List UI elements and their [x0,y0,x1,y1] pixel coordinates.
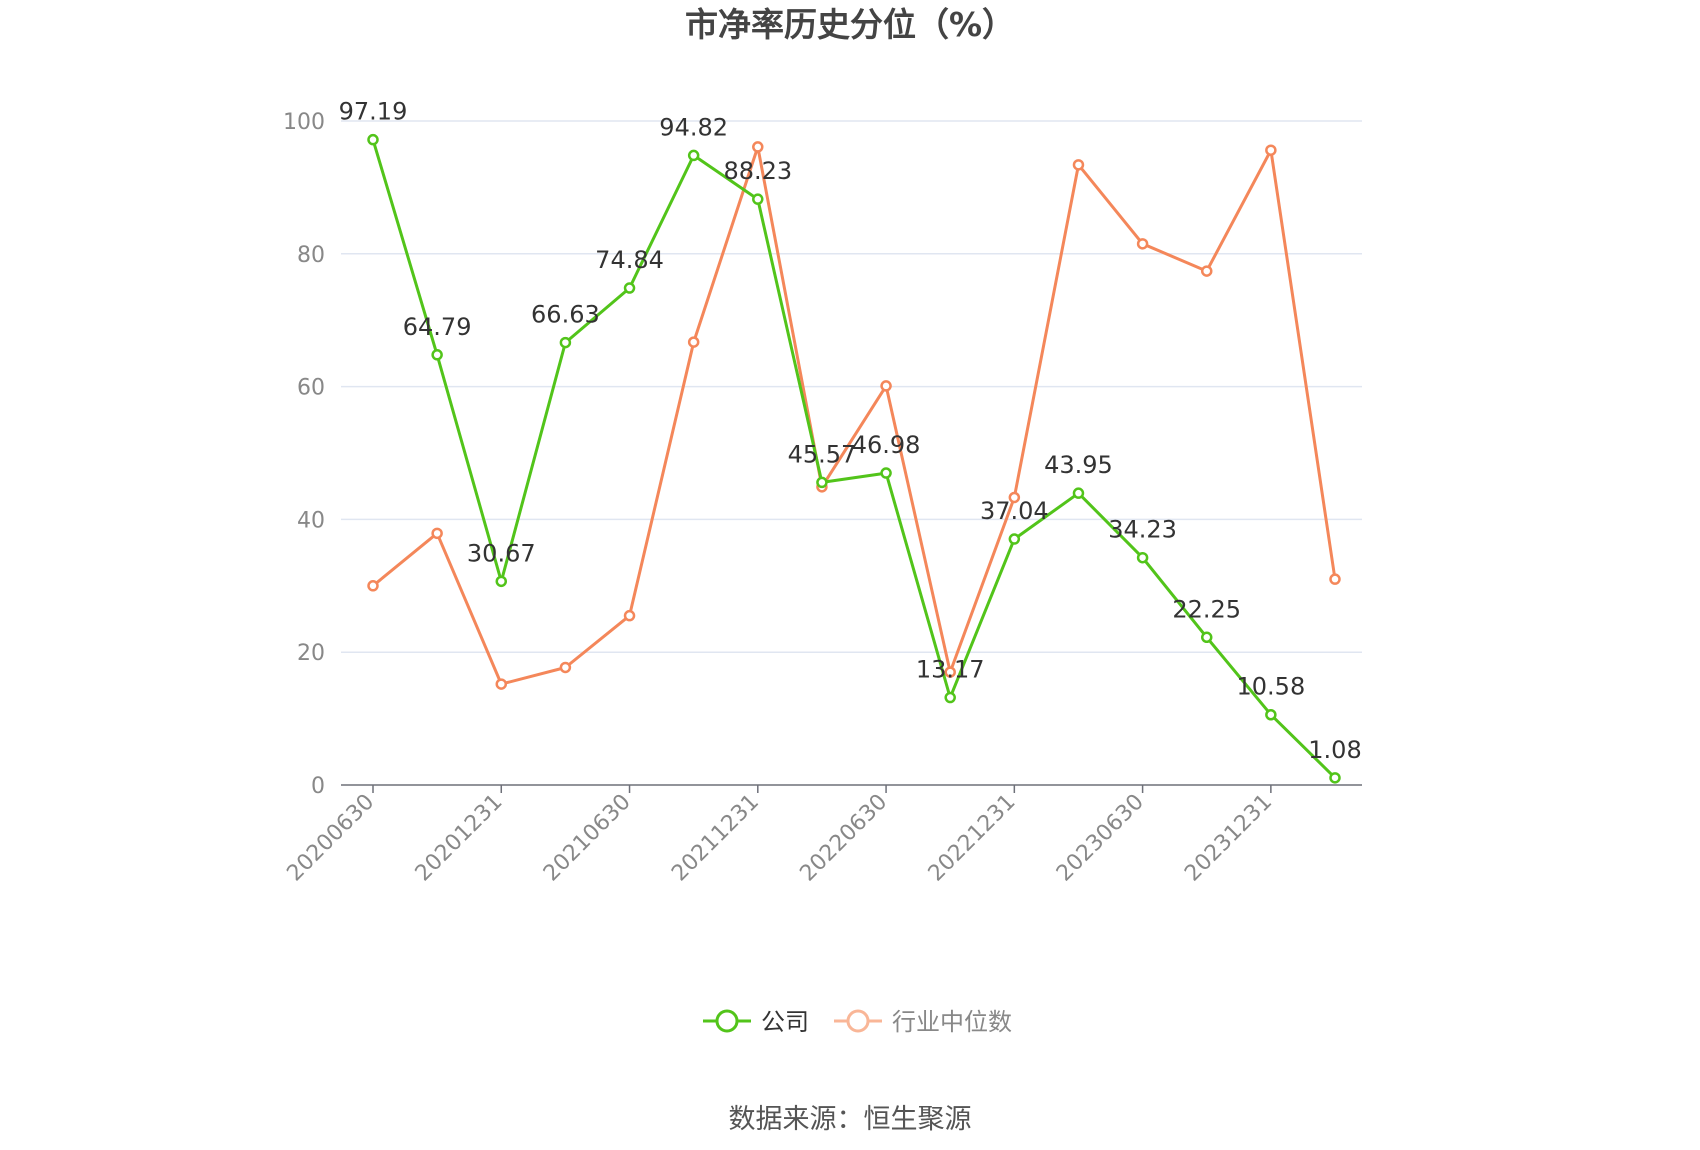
y-tick-label: 60 [297,376,325,401]
x-tick-label: 20220630 [795,790,892,887]
x-tick-label: 20221231 [924,790,1021,887]
data-point-company [431,349,443,361]
data-point-industry-median [495,678,508,690]
data-point-company [1329,772,1341,784]
data-point-company [1265,708,1277,721]
axis-layer: 0 20 40 60 80 100 20200630 20201231 20210630 2021… [282,110,1362,886]
data-point-industry-median [1265,144,1277,156]
data-point-industry-median [752,141,764,153]
y-tick-label: 100 [283,110,325,135]
data-label: 64.79 [403,313,472,341]
data-label: 13.17 [916,656,985,684]
data-point-company [623,282,636,294]
data-point-company [1200,631,1213,644]
legend-marker-icon [715,1009,739,1033]
grid-layer [341,120,1362,653]
legend: 公司 行业中位数 [703,1008,1012,1036]
data-label: 88.23 [723,157,792,185]
data-point-company [367,133,379,146]
data-label: 66.63 [531,301,600,329]
series-layer [367,133,1341,784]
series-line-industry-median [372,145,1337,686]
source-note: 数据来源：恒生聚源 [729,1104,972,1135]
data-point-industry-median [367,580,379,592]
data-point-industry-median [1136,238,1149,250]
data-label: 10.58 [1237,673,1306,701]
legend-item-company[interactable]: 公司 [703,1008,809,1036]
x-tick-label: 20211231 [667,790,764,887]
data-label: 37.04 [980,497,1049,525]
data-label: 46.98 [852,431,921,459]
series-line-company [371,139,1337,779]
data-point-industry-median [1200,265,1213,277]
x-tick-label: 20201231 [411,790,508,887]
data-point-company [559,336,572,349]
legend-marker-icon [846,1009,870,1033]
y-tick-label: 0 [311,774,325,799]
data-point-company [1072,487,1085,499]
legend-label: 公司 [761,1008,809,1036]
data-point-company [752,193,764,205]
chart-title: 市净率历史分位（%） [685,5,1015,44]
data-point-industry-median [431,527,443,540]
data-label: 30.67 [467,539,536,567]
data-label: 97.19 [339,98,408,126]
data-point-company [880,467,892,479]
legend-item-industry-median[interactable]: 行业中位数 [834,1008,1012,1036]
data-label: 45.57 [788,440,857,468]
data-point-company [1008,533,1021,545]
data-point-industry-median [944,666,956,678]
data-point-industry-median [880,380,892,392]
data-point-company [687,149,700,162]
x-tick-label: 20231231 [1180,790,1277,887]
y-tick-label: 40 [297,508,325,533]
data-point-company [816,476,828,489]
y-tick-label: 20 [297,641,325,666]
legend-label: 行业中位数 [892,1008,1012,1036]
data-point-industry-median [559,661,572,674]
data-point-company [944,691,956,704]
data-label: 94.82 [659,113,728,141]
data-point-company [495,575,508,588]
data-label: 22.25 [1172,595,1241,623]
data-label: 1.08 [1308,736,1361,764]
data-point-industry-median [1329,573,1341,585]
data-label: 43.95 [1044,451,1113,479]
data-label: 34.23 [1108,516,1177,544]
data-point-industry-median [623,609,636,622]
data-point-industry-median [1008,491,1021,504]
x-tick-label: 20230630 [1052,790,1149,887]
x-tick-label: 20200630 [282,790,379,887]
data-label: 74.84 [595,246,664,274]
y-tick-label: 80 [297,243,325,268]
label-layer: 97.19 64.79 30.67 66.63 74.84 94.82 88.23 45.57… [339,98,1362,764]
x-tick-label: 20210630 [539,790,636,887]
data-point-industry-median [687,336,700,348]
data-point-industry-median [1072,159,1085,171]
data-point-company [1136,551,1149,564]
